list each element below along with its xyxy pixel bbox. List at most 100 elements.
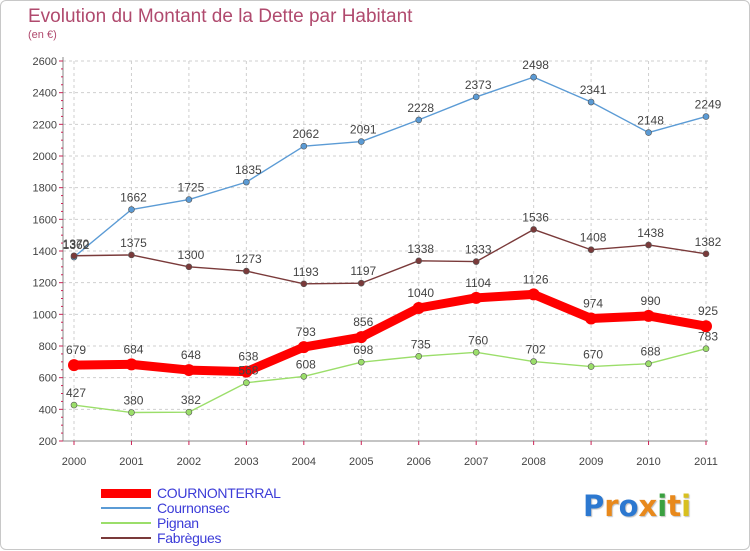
legend-item-pignan: Pignan	[101, 516, 361, 530]
data-label: 382	[181, 393, 201, 407]
data-label: 1375	[120, 236, 147, 250]
legend-swatch	[101, 522, 151, 524]
data-label: 380	[123, 394, 143, 408]
data-label: 688	[641, 345, 661, 359]
legend-item-cournonterral: COURNONTERRAL	[101, 486, 361, 500]
data-point	[185, 196, 193, 203]
y-tick-label: 1200	[33, 278, 57, 290]
data-label: 568	[238, 364, 258, 378]
x-tick-label: 2003	[234, 456, 258, 468]
data-label: 608	[296, 357, 316, 371]
data-point	[357, 358, 365, 366]
data-label: 2341	[580, 83, 607, 97]
series-cournonsec	[70, 73, 710, 261]
y-tick-label: 2000	[33, 151, 57, 163]
data-point	[642, 309, 655, 322]
data-point	[300, 142, 308, 150]
series-pignan	[70, 345, 710, 416]
x-tick-label: 2011	[694, 456, 718, 468]
data-label: 2148	[637, 114, 664, 128]
data-point	[182, 364, 195, 377]
data-point	[300, 280, 308, 288]
series-fabrègues	[70, 226, 710, 288]
logo-letter: i	[657, 489, 668, 523]
legend-swatch	[101, 537, 151, 539]
y-tick-label: 400	[39, 404, 57, 416]
data-point	[587, 98, 595, 106]
data-label: 2091	[350, 123, 377, 137]
chart-subtitle: (en €)	[28, 29, 57, 41]
x-tick-label: 2010	[636, 456, 660, 468]
data-point	[645, 129, 652, 136]
data-label: 2373	[465, 78, 492, 92]
data-label: 1273	[235, 252, 262, 266]
data-label: 638	[238, 350, 258, 364]
data-label: 702	[526, 343, 546, 357]
data-label: 1408	[580, 231, 607, 245]
series-line	[69, 289, 711, 377]
data-label: 856	[353, 315, 373, 329]
y-tick-label: 1600	[33, 214, 57, 226]
data-point	[185, 408, 193, 416]
data-label: 1370	[63, 237, 90, 251]
data-label: 1333	[465, 243, 492, 257]
legend-label: Pignan	[157, 515, 199, 531]
y-tick-label: 600	[39, 373, 57, 385]
y-tick-label: 2600	[33, 56, 57, 68]
x-tick-label: 2009	[579, 456, 603, 468]
y-tick-label: 1800	[33, 183, 57, 195]
data-point	[185, 263, 193, 271]
data-point	[527, 288, 540, 301]
y-tick-label: 1000	[33, 309, 57, 321]
series-line	[73, 347, 707, 414]
x-tick-label: 2001	[119, 456, 143, 468]
data-label: 698	[353, 343, 373, 357]
data-point	[412, 302, 425, 314]
data-point	[530, 73, 537, 81]
legend-item-cournonsec: Cournonsec	[101, 501, 361, 515]
data-point	[587, 246, 595, 254]
data-point	[240, 365, 253, 378]
data-label: 1104	[465, 276, 491, 290]
legend-swatch	[101, 488, 151, 498]
data-point	[243, 379, 250, 387]
data-label: 974	[583, 296, 603, 310]
x-tick-label: 2006	[406, 456, 430, 468]
data-point	[585, 312, 598, 325]
data-point	[357, 279, 365, 287]
data-point	[125, 358, 138, 371]
data-label: 760	[468, 333, 488, 347]
data-point	[297, 341, 310, 354]
logo-letter: t	[667, 489, 682, 523]
data-label: 679	[66, 343, 86, 357]
series-line	[73, 76, 707, 258]
data-point	[243, 267, 250, 275]
data-label: 2062	[292, 127, 319, 141]
data-label: 1126	[523, 272, 549, 286]
legend-label: Cournonsec	[157, 500, 230, 516]
data-label: 684	[123, 342, 143, 356]
data-labels: 679 684 648 638 793 856 1040 1104 1126 974 990 925 1…	[63, 58, 722, 407]
data-label: 670	[583, 348, 603, 362]
logo-letter: r	[604, 489, 619, 523]
data-point	[415, 257, 423, 265]
series	[68, 73, 712, 416]
data-label: 1338	[407, 242, 434, 256]
legend-label: Fabrègues	[157, 530, 222, 546]
data-point	[70, 401, 78, 409]
data-label: 648	[181, 348, 201, 362]
data-label: 735	[411, 337, 431, 351]
data-label: 1438	[637, 226, 664, 240]
series-line	[73, 228, 707, 285]
data-point	[128, 251, 135, 259]
data-point	[128, 206, 135, 213]
x-tick-label: 2007	[464, 456, 488, 468]
data-point	[702, 250, 710, 258]
data-point	[70, 252, 78, 260]
data-point	[472, 349, 480, 356]
data-label: 1382	[695, 235, 722, 249]
legend-item-fabrègues: Fabrègues	[101, 531, 361, 545]
data-point	[470, 291, 483, 304]
logo-letter: P	[583, 489, 605, 523]
